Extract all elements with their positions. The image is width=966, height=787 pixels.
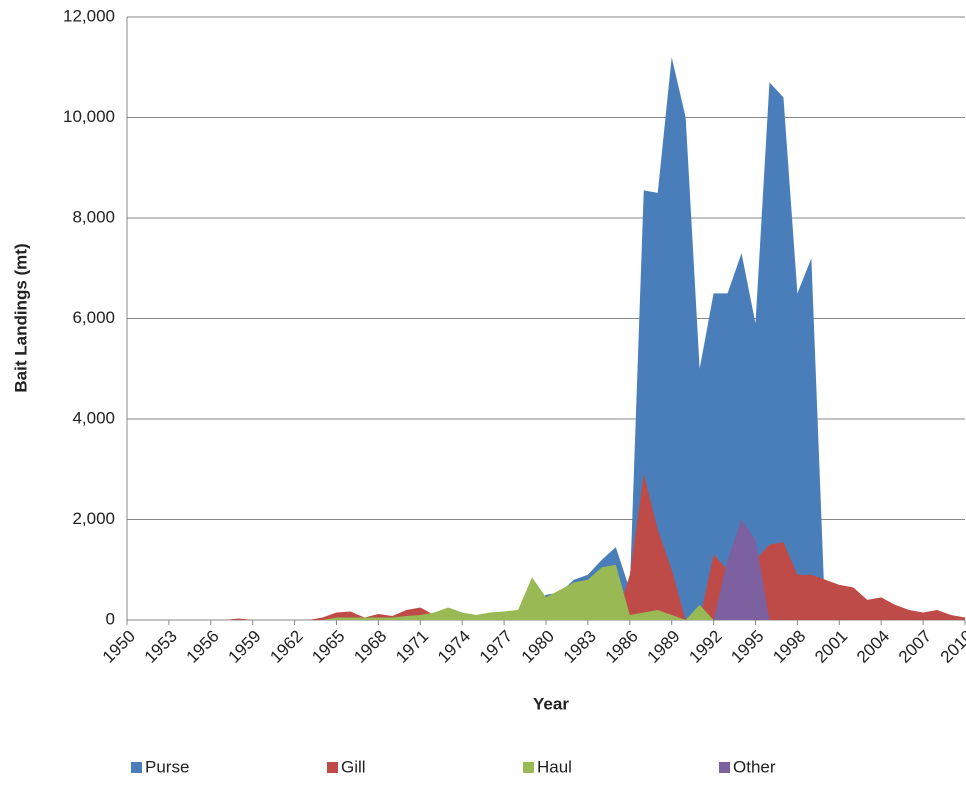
y-tick-label: 4,000 [72, 408, 115, 427]
y-tick-label: 8,000 [72, 207, 115, 226]
legend-swatch [719, 762, 730, 773]
x-tick-label: 2010 [937, 627, 966, 667]
legend-label: Gill [341, 757, 366, 776]
legend-swatch [523, 762, 534, 773]
legend-label: Purse [145, 757, 189, 776]
x-tick-label: 1950 [99, 627, 139, 667]
x-tick-label: 1995 [727, 627, 767, 667]
area [127, 564, 965, 620]
x-tick-label: 1953 [141, 627, 181, 667]
x-tick-label: 1977 [476, 627, 516, 667]
x-tick-label: 1974 [434, 627, 474, 667]
y-tick-label: 12,000 [63, 6, 115, 25]
x-tick-label: 1992 [685, 627, 725, 667]
x-tick-label: 2004 [853, 627, 893, 667]
x-axis-title: Year [533, 694, 569, 713]
legend-swatch [327, 762, 338, 773]
area [127, 519, 965, 620]
y-tick-label: 10,000 [63, 107, 115, 126]
x-tick-label: 1998 [769, 627, 809, 667]
x-tick-label: 1983 [560, 627, 600, 667]
y-tick-label: 2,000 [72, 509, 115, 528]
x-tick-label: 1986 [602, 627, 642, 667]
legend-label: Haul [537, 757, 572, 776]
legend-swatch [131, 762, 142, 773]
y-axis-title: Bait Landings (mt) [11, 243, 30, 392]
y-tick-label: 0 [106, 609, 115, 628]
x-tick-label: 1962 [266, 627, 306, 667]
x-tick-label: 1959 [225, 627, 265, 667]
area [127, 57, 965, 620]
x-tick-label: 2007 [895, 627, 935, 667]
legend-label: Other [733, 757, 776, 776]
y-tick-label: 6,000 [72, 308, 115, 327]
x-tick-label: 1980 [518, 627, 558, 667]
x-tick-label: 1971 [392, 627, 432, 667]
x-tick-label: 1956 [183, 627, 223, 667]
x-tick-label: 1989 [644, 627, 684, 667]
x-tick-label: 2001 [811, 627, 851, 667]
x-tick-label: 1965 [308, 627, 348, 667]
x-tick-label: 1968 [350, 627, 390, 667]
